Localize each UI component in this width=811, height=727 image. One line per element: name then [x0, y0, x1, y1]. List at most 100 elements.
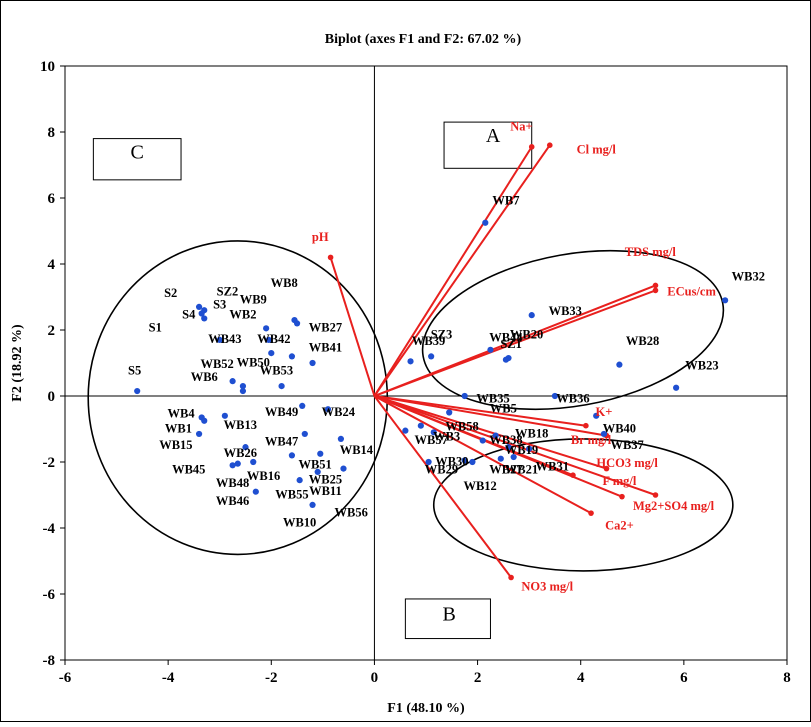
observation-label: WB10 [283, 515, 316, 529]
observation-label: WB20 [510, 327, 543, 341]
variable-label: NO3 mg/l [521, 580, 573, 594]
observation-label: WB38 [489, 433, 522, 447]
observation-point [402, 427, 409, 434]
observation-point [337, 435, 345, 442]
observation-point [446, 409, 453, 416]
observation-point [340, 465, 347, 472]
observation-label: WB32 [732, 270, 765, 284]
observation-label: WB47 [265, 435, 298, 449]
observation-point [299, 402, 306, 409]
observation-point [593, 412, 600, 419]
observation-point [461, 392, 468, 400]
observation-label: WB7 [492, 194, 519, 208]
observation-point [510, 453, 517, 461]
observation-label: S1 [149, 321, 162, 335]
observation-point [600, 430, 608, 438]
variable-label: F mg/l [602, 474, 636, 488]
observation-point [722, 297, 729, 304]
observation-label: WB26 [224, 446, 257, 460]
observation-point [417, 422, 424, 429]
variable-labels: Na+ Cl mg/l pH TDS mg/l ECus/cm K+ Br mg/l HCO3… [312, 119, 717, 593]
observation-label: WB42 [257, 332, 290, 346]
observation-point [505, 444, 512, 451]
observation-label: WB1 [165, 421, 192, 435]
variable-vector [374, 395, 607, 437]
observation-point [268, 350, 275, 357]
observation-point [430, 429, 437, 436]
observation-point [239, 383, 247, 390]
observation-point [407, 358, 414, 365]
observation-label: WB12 [463, 479, 496, 493]
observation-label: WB33 [549, 304, 582, 318]
observation-point [309, 501, 316, 508]
observation-point [425, 458, 432, 466]
variable-vector [374, 395, 607, 470]
y-tick-label: 0 [48, 389, 56, 405]
observation-point [201, 315, 208, 322]
observation-label: WB3 [433, 430, 460, 444]
x-axis-label: F1 (48.10 %) [387, 701, 465, 716]
observation-label: WB56 [335, 505, 368, 519]
observation-point [195, 303, 203, 310]
variable-label: TDS mg/l [625, 245, 677, 259]
region-box-a [443, 121, 533, 169]
observation-label: WB30 [435, 454, 468, 468]
observation-point [288, 452, 296, 459]
observation-point [487, 346, 494, 353]
cluster-ellipse-3 [432, 438, 734, 572]
observation-label: SZ1 [500, 337, 522, 351]
x-tick-label: 6 [680, 670, 688, 686]
observation-point [324, 406, 332, 413]
variable-vector-tip [603, 465, 610, 472]
observation-point [195, 430, 203, 438]
variable-vector [373, 144, 551, 397]
variable-vector-tip [583, 422, 589, 429]
variable-vector [329, 257, 376, 397]
observation-label: WB24 [322, 405, 356, 419]
y-tick-label: 6 [48, 191, 56, 207]
observation-label: WB27 [489, 463, 522, 477]
variable-vector [373, 395, 592, 515]
observation-label: WB8 [271, 276, 298, 290]
observation-label: WB52 [200, 357, 233, 371]
observation-point [229, 462, 236, 469]
observation-point [252, 488, 259, 495]
variable-label: ECus/cm [667, 284, 716, 298]
observation-label: WB40 [603, 421, 636, 435]
observation-label: WB36 [556, 392, 589, 406]
observation-label: WB48 [216, 476, 249, 490]
observation-point [616, 361, 623, 368]
region-box-b [404, 598, 491, 640]
variable-vector [374, 289, 656, 397]
observation-point [242, 444, 249, 451]
observation-point [461, 457, 468, 464]
region-label-b: B [443, 603, 456, 625]
observation-point [134, 387, 141, 395]
observation-label: WB14 [340, 443, 374, 457]
x-tick-label: -6 [59, 670, 72, 686]
observation-label: S3 [213, 298, 226, 312]
x-tick-label: -2 [265, 670, 278, 686]
observation-label: WB46 [216, 494, 249, 508]
observation-label: WB57 [414, 433, 447, 447]
observation-point [265, 336, 272, 343]
variable-vector [374, 395, 623, 498]
variable-vector-tip [588, 510, 594, 516]
observation-point [301, 430, 308, 438]
observation-label: WB29 [425, 463, 458, 477]
observation-label: WB2 [229, 307, 256, 321]
y-tick-label: 10 [40, 59, 55, 75]
observation-label: WB23 [685, 359, 718, 373]
y-tick-label: -8 [43, 653, 56, 669]
variable-vectors [327, 142, 659, 581]
variable-vector [373, 395, 512, 579]
variable-label: K+ [595, 405, 612, 419]
observation-label: WB5 [490, 402, 517, 416]
observation-point [263, 325, 270, 332]
x-tick-label: 4 [577, 670, 585, 686]
observation-label: WB45 [172, 463, 205, 477]
variable-vector [374, 395, 587, 427]
observation-point [234, 460, 241, 467]
